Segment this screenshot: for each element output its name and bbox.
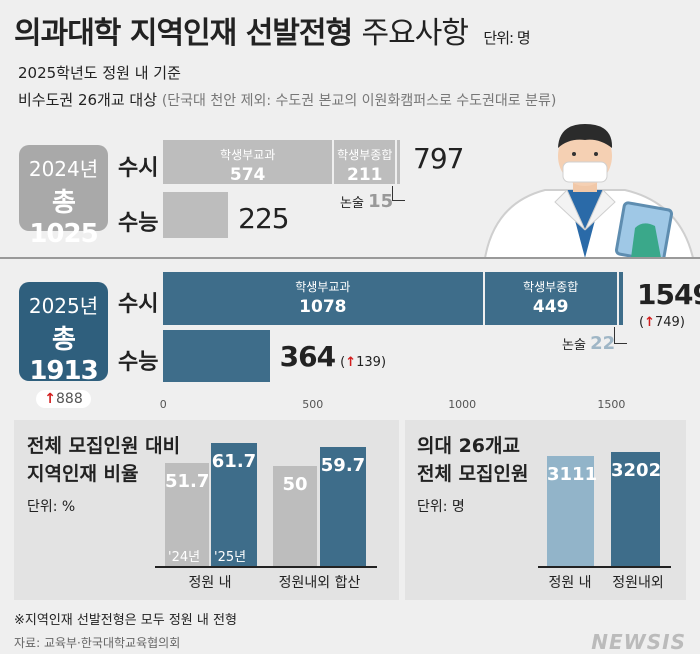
category-jeongwon-total: 정원내외 합산 bbox=[278, 575, 361, 591]
panel-ratio-unit: 단위: % bbox=[27, 499, 76, 515]
badge-2024-year: 2024년 bbox=[28, 157, 99, 181]
badge-2025: 2025년 총 1913 ↑888 bbox=[19, 282, 108, 408]
bar-2024-suneung bbox=[163, 192, 229, 238]
badge-2025-year: 2025년 bbox=[28, 294, 99, 318]
nonsul-2024: 논술 15 bbox=[340, 191, 394, 212]
nonsul-leader-2024 bbox=[392, 186, 405, 201]
badge-2024: 2024년 총 1025 bbox=[19, 145, 108, 249]
badge-2025-total: 총 1913 bbox=[29, 325, 98, 386]
category-total-naeoe: 정원내외 bbox=[612, 575, 664, 591]
bar-2024-gyogwa: 학생부교과 574 bbox=[163, 140, 333, 185]
bar-total-jeongwon-nae: 3111 bbox=[547, 455, 597, 566]
row-label-suneung-2024: 수능 bbox=[118, 211, 159, 236]
scope-text: 비수도권 26개교 대상 (단국대 천안 제외: 수도권 본교의 이원화캠퍼스로… bbox=[18, 91, 557, 109]
row-label-susi-2024: 수시 bbox=[118, 156, 159, 181]
footnote: ※지역인재 선발전형은 모두 정원 내 전형 bbox=[14, 613, 237, 628]
x-axis-tick: 1000 bbox=[448, 398, 477, 411]
badge-2024-total: 총 1025 bbox=[29, 188, 98, 249]
category-total-nae: 정원 내 bbox=[548, 575, 592, 591]
panel-ratio-baseline bbox=[155, 566, 377, 568]
panel-total-title: 의대 26개교 전체 모집인원 bbox=[417, 435, 529, 485]
scope-note: (단국대 천안 제외: 수도권 본교의 이원화캠퍼스로 수도권대로 분류) bbox=[161, 93, 557, 109]
total-susi-2025: 1549 bbox=[637, 278, 700, 311]
x-axis-tick: 1500 bbox=[597, 398, 626, 411]
bar-ratio-jeongwon-2025: 61.7 bbox=[211, 442, 257, 566]
increase-susi-2025: (↑749) bbox=[639, 315, 685, 330]
section-divider bbox=[0, 257, 700, 259]
value-suneung-2024: 225 bbox=[238, 202, 289, 235]
bar-2025-gyogwa: 학생부교과 1078 bbox=[163, 272, 483, 325]
row-label-suneung-2025: 수능 bbox=[118, 350, 159, 375]
doctor-illustration bbox=[483, 124, 695, 258]
year-tag-2025: '25년 bbox=[214, 550, 247, 565]
bar-ratio-total-2025: 59.7 bbox=[320, 446, 366, 566]
bar-2025-suneung bbox=[163, 330, 270, 382]
newsis-logo: NEWSIS bbox=[591, 630, 686, 654]
category-jeongwon-nae: 정원 내 bbox=[188, 575, 232, 591]
unit-label: 단위: 명 bbox=[483, 29, 530, 47]
bar-2024-jonghap: 학생부종합 211 bbox=[334, 140, 396, 185]
basis-text: 2025학년도 정원 내 기준 bbox=[18, 64, 181, 82]
panel-total-unit: 단위: 명 bbox=[417, 499, 465, 515]
source-text: 자료: 교육부·한국대학교육협의회 bbox=[14, 636, 181, 650]
nonsul-2025: 논술 22 bbox=[562, 333, 616, 354]
nonsul-leader-2025 bbox=[614, 327, 627, 344]
panel-ratio-title: 전체 모집인원 대비 지역인재 비율 bbox=[27, 435, 181, 485]
value-suneung-2025: 364 (↑139) bbox=[279, 340, 387, 373]
bar-total-jeongwon-naeoe: 3202 bbox=[611, 452, 661, 566]
x-axis-tick: 0 bbox=[159, 398, 167, 411]
x-axis-tick: 500 bbox=[302, 398, 324, 411]
bar-2025-nonsul bbox=[618, 272, 624, 325]
total-susi-2024: 797 bbox=[413, 142, 464, 175]
year-tag-2024: '24년 bbox=[168, 550, 201, 565]
badge-2025-increase: ↑888 bbox=[36, 390, 91, 408]
bar-ratio-jeongwon-2024: 51.7 bbox=[165, 462, 209, 566]
bar-ratio-total-2024: 50 bbox=[273, 466, 317, 566]
row-label-susi-2025: 수시 bbox=[118, 292, 159, 317]
panel-total-baseline bbox=[538, 566, 671, 568]
bar-2025-jonghap: 학생부종합 449 bbox=[484, 272, 617, 325]
bar-2024-nonsul bbox=[397, 140, 400, 184]
page-title: 의과대학 지역인재 선발전형 주요사항 단위: 명 bbox=[14, 16, 531, 51]
